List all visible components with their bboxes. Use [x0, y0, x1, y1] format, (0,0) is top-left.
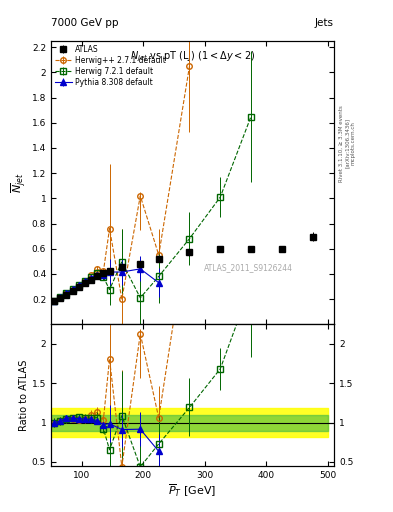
Text: ATLAS_2011_S9126244: ATLAS_2011_S9126244 — [204, 263, 293, 272]
Text: Rivet 3.1.10, ≥ 3.3M events: Rivet 3.1.10, ≥ 3.3M events — [339, 105, 344, 182]
Text: $N_{jet}$ vs pT (LJ) $(1 < \Delta y < 2)$: $N_{jet}$ vs pT (LJ) $(1 < \Delta y < 2)… — [130, 50, 255, 64]
Y-axis label: $\overline{N}_{jet}$: $\overline{N}_{jet}$ — [10, 172, 29, 193]
Text: 7000 GeV pp: 7000 GeV pp — [51, 18, 119, 28]
Y-axis label: Ratio to ATLAS: Ratio to ATLAS — [19, 359, 29, 431]
Legend: ATLAS, Herwig++ 2.7.1 default, Herwig 7.2.1 default, Pythia 8.308 default: ATLAS, Herwig++ 2.7.1 default, Herwig 7.… — [53, 43, 167, 88]
X-axis label: $\overline{P}_T$ [GeV]: $\overline{P}_T$ [GeV] — [169, 482, 217, 499]
Text: [arXiv:1306.3436]: [arXiv:1306.3436] — [345, 118, 350, 168]
Text: Jets: Jets — [315, 18, 334, 28]
Text: mcplots.cern.ch: mcplots.cern.ch — [351, 121, 356, 165]
